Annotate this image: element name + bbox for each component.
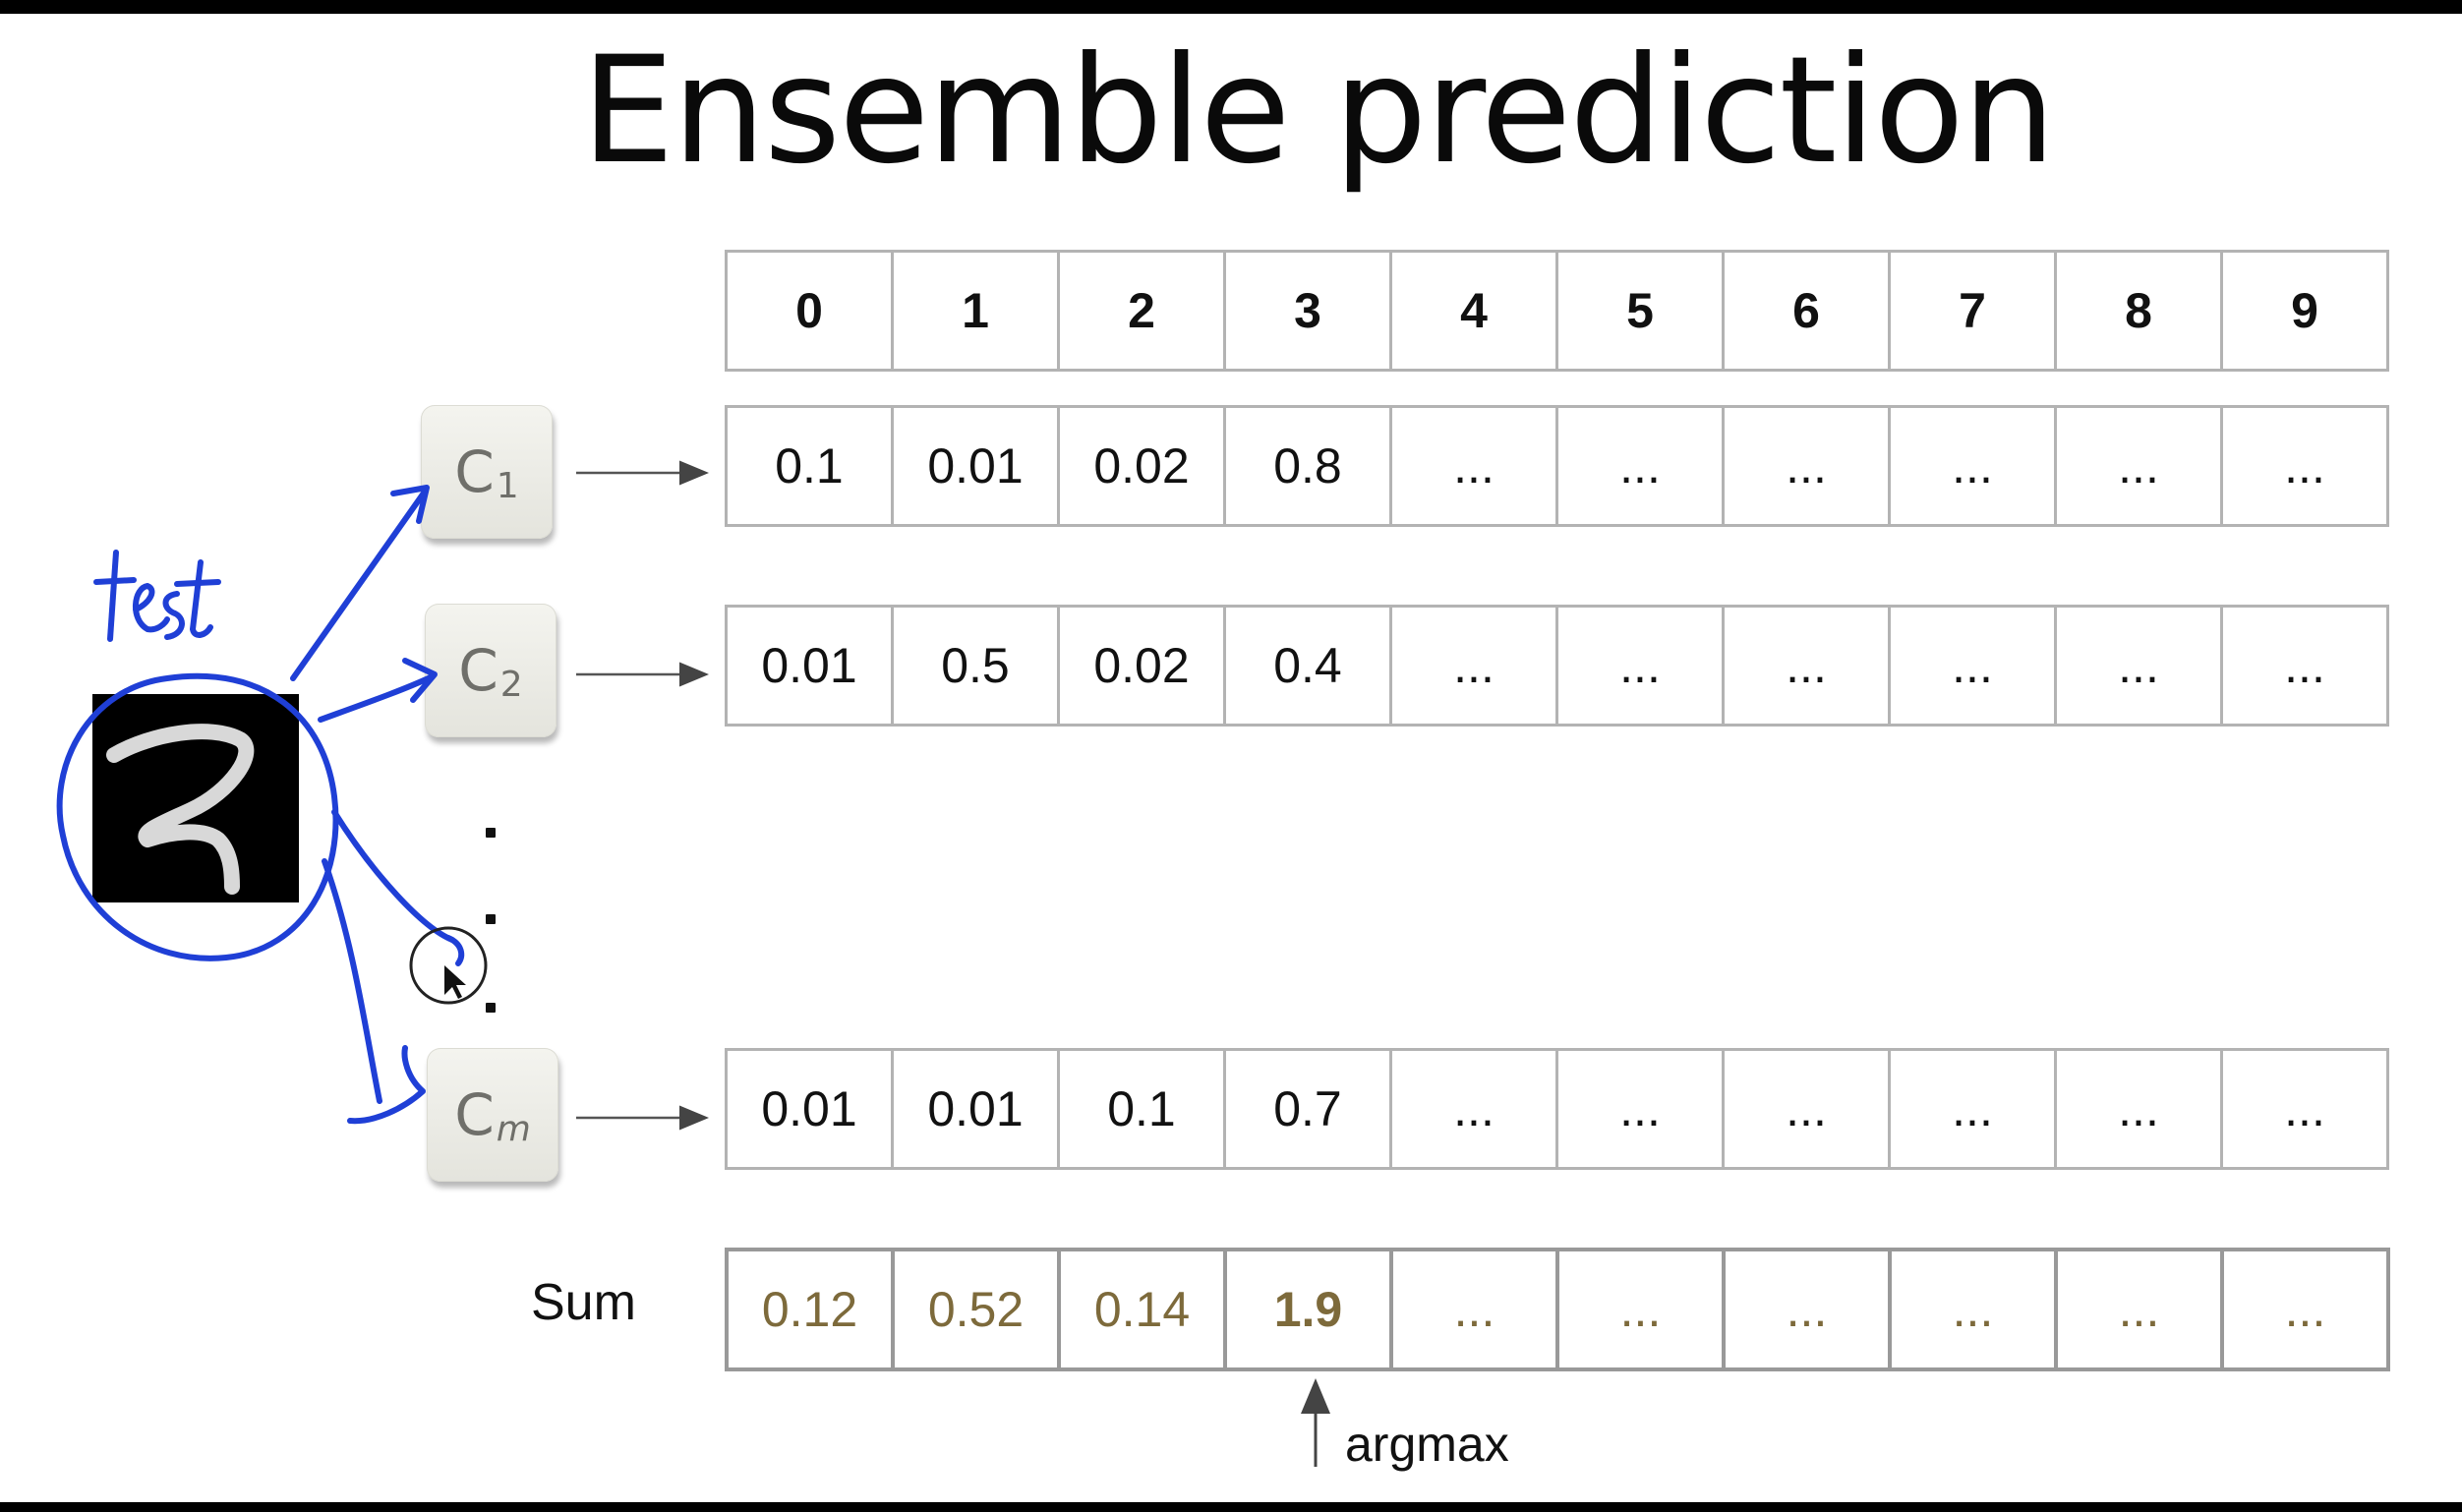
handdrawn-arrow-c1 — [290, 489, 428, 681]
cursor-indicator — [409, 926, 488, 1005]
sum-row: 0.12 0.52 0.14 1.9 ... ... ... ... ... .… — [725, 1248, 2390, 1371]
score-cell: ... — [2057, 408, 2223, 524]
score-cell: 0.8 — [1226, 408, 1392, 524]
sum-cell: 0.14 — [1061, 1251, 1227, 1367]
score-cell: ... — [1392, 1051, 1558, 1167]
classifier-2-label: C — [458, 637, 498, 704]
score-cell: 0.02 — [1060, 608, 1226, 724]
class-header-cell: 7 — [1891, 253, 2057, 369]
handdrawn-arrow-mid — [331, 809, 455, 943]
handwriting-test-e — [132, 583, 170, 633]
score-cell: 0.01 — [728, 608, 894, 724]
sum-cell: ... — [2058, 1251, 2224, 1367]
score-cell: 0.1 — [1060, 1051, 1226, 1167]
score-cell: ... — [1558, 408, 1725, 524]
class-header-cell: 4 — [1392, 253, 1558, 369]
score-cell: 0.01 — [728, 1051, 894, 1167]
classifier-1-scores: 0.1 0.01 0.02 0.8 ... ... ... ... ... ..… — [725, 405, 2389, 527]
classifier-2-scores: 0.01 0.5 0.02 0.4 ... ... ... ... ... ..… — [725, 605, 2389, 727]
score-cell: 0.1 — [728, 408, 894, 524]
sum-label: Sum — [531, 1274, 636, 1331]
classifier-m-scores: 0.01 0.01 0.1 0.7 ... ... ... ... ... ..… — [725, 1048, 2389, 1170]
sum-cell: ... — [1892, 1251, 2058, 1367]
score-cell: 0.4 — [1226, 608, 1392, 724]
classifier-1-subscript: 1 — [496, 465, 519, 506]
classifier-m-label: C — [454, 1081, 495, 1148]
score-cell: ... — [1725, 1051, 1891, 1167]
argmax-label: argmax — [1345, 1417, 1509, 1472]
sum-cell: ... — [1726, 1251, 1892, 1367]
score-cell: ... — [1725, 408, 1891, 524]
score-cell: 0.01 — [894, 408, 1060, 524]
ellipsis-dot — [486, 914, 496, 924]
score-cell: ... — [1891, 1051, 2057, 1167]
score-cell: ... — [1725, 608, 1891, 724]
sum-cell-max: 1.9 — [1227, 1251, 1393, 1367]
sum-cell: ... — [1393, 1251, 1559, 1367]
handdrawn-arrow-c2 — [318, 673, 436, 723]
handwriting-test-t1 — [107, 550, 119, 642]
score-cell: ... — [2223, 1051, 2389, 1167]
class-header-cell: 9 — [2223, 253, 2389, 369]
score-cell: ... — [2057, 1051, 2223, 1167]
ellipsis-dot — [486, 1003, 496, 1013]
classifier-m-subscript: m — [496, 1108, 531, 1149]
score-cell: ... — [1891, 408, 2057, 524]
handdrawn-circle — [56, 672, 339, 961]
classifier-2-subscript: 2 — [499, 664, 523, 705]
handdrawn-annotations — [56, 485, 465, 1125]
score-cell: 0.5 — [894, 608, 1060, 724]
class-header-row: 0 1 2 3 4 5 6 7 8 9 — [725, 250, 2389, 372]
class-header-cell: 5 — [1558, 253, 1725, 369]
score-cell: 0.02 — [1060, 408, 1226, 524]
class-header-cell: 8 — [2057, 253, 2223, 369]
score-cell: ... — [1392, 408, 1558, 524]
handdrawn-arrow-cm — [322, 858, 382, 1104]
score-cell: ... — [1891, 608, 2057, 724]
class-header-cell: 0 — [728, 253, 894, 369]
top-border — [0, 0, 2462, 14]
ellipsis-dot — [486, 828, 496, 838]
score-cell: 0.7 — [1226, 1051, 1392, 1167]
sum-cell: ... — [2224, 1251, 2390, 1367]
sum-cell: ... — [1559, 1251, 1726, 1367]
handwriting-test-s — [162, 591, 185, 640]
score-cell: ... — [1558, 608, 1725, 724]
score-cell: ... — [2057, 608, 2223, 724]
score-cell: ... — [2223, 408, 2389, 524]
handwriting-test-t2 — [190, 559, 213, 638]
score-cell: ... — [1558, 1051, 1725, 1167]
sum-cell: 0.52 — [895, 1251, 1061, 1367]
bottom-border — [0, 1502, 2462, 1512]
score-cell: ... — [1392, 608, 1558, 724]
score-cell: 0.01 — [894, 1051, 1060, 1167]
class-header-cell: 1 — [894, 253, 1060, 369]
slide-title: Ensemble prediction — [581, 26, 2056, 197]
sum-cell: 0.12 — [729, 1251, 895, 1367]
class-header-cell: 2 — [1060, 253, 1226, 369]
cursor-pointer-icon — [444, 965, 466, 999]
mnist-digit-image — [92, 694, 299, 902]
classifier-1-label: C — [454, 438, 495, 505]
class-header-cell: 6 — [1725, 253, 1891, 369]
class-header-cell: 3 — [1226, 253, 1392, 369]
digit-seven-stroke — [106, 724, 255, 895]
score-cell: ... — [2223, 608, 2389, 724]
